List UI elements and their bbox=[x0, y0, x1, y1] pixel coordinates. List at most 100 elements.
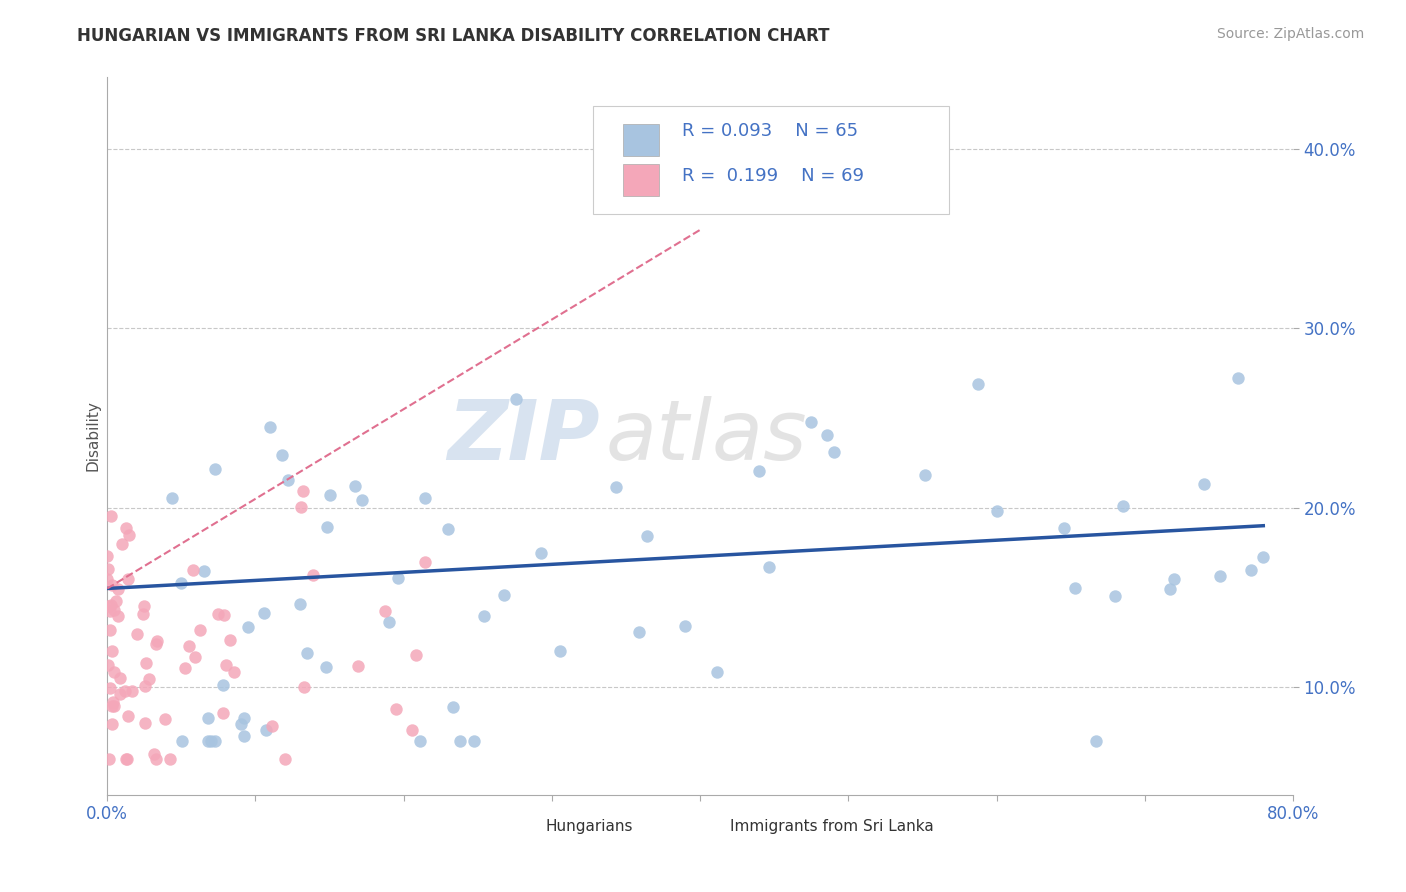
Point bbox=[823, 445, 845, 459]
Point bbox=[815, 428, 838, 442]
Point bbox=[115, 752, 138, 766]
Point bbox=[758, 560, 780, 574]
Point bbox=[295, 646, 318, 660]
Point bbox=[131, 607, 153, 621]
Point bbox=[115, 752, 138, 766]
Point bbox=[291, 483, 314, 498]
Point bbox=[463, 734, 485, 748]
Point bbox=[97, 562, 120, 576]
Point bbox=[800, 415, 823, 429]
Point bbox=[98, 604, 121, 618]
FancyBboxPatch shape bbox=[623, 124, 658, 156]
Point bbox=[315, 519, 337, 533]
Text: Source: ZipAtlas.com: Source: ZipAtlas.com bbox=[1216, 27, 1364, 41]
Point bbox=[101, 578, 124, 592]
Point bbox=[319, 488, 342, 502]
Point bbox=[214, 607, 236, 622]
Point bbox=[748, 464, 770, 478]
Point bbox=[222, 665, 245, 680]
Point bbox=[193, 564, 215, 578]
Point bbox=[1240, 563, 1263, 577]
Point bbox=[135, 656, 157, 670]
FancyBboxPatch shape bbox=[510, 818, 537, 834]
Point bbox=[277, 473, 299, 487]
Point bbox=[1112, 500, 1135, 514]
Point bbox=[200, 734, 222, 748]
Text: R =  0.199    N = 69: R = 0.199 N = 69 bbox=[682, 167, 865, 186]
Point bbox=[344, 479, 367, 493]
Point bbox=[1163, 572, 1185, 586]
Point bbox=[1053, 521, 1076, 535]
Point bbox=[233, 711, 256, 725]
Point bbox=[197, 711, 219, 725]
Point bbox=[605, 480, 627, 494]
Point bbox=[288, 597, 311, 611]
Point bbox=[114, 684, 136, 698]
Point bbox=[675, 618, 697, 632]
Point bbox=[108, 687, 131, 701]
Point bbox=[98, 624, 121, 638]
Point bbox=[96, 549, 118, 564]
Point bbox=[134, 599, 156, 613]
Point bbox=[387, 571, 409, 585]
Point bbox=[413, 555, 436, 569]
Point bbox=[170, 734, 193, 748]
Point bbox=[627, 625, 650, 640]
Point bbox=[315, 660, 337, 674]
Point bbox=[97, 752, 120, 766]
Point bbox=[260, 719, 283, 733]
Point bbox=[145, 752, 167, 766]
Point bbox=[1085, 734, 1108, 748]
Point bbox=[190, 623, 212, 637]
Point bbox=[270, 448, 292, 462]
Point bbox=[233, 729, 256, 743]
Point bbox=[347, 659, 370, 673]
FancyBboxPatch shape bbox=[623, 163, 658, 195]
Point bbox=[384, 702, 406, 716]
Point bbox=[134, 716, 156, 731]
Point bbox=[301, 567, 323, 582]
Point bbox=[212, 706, 235, 720]
Point bbox=[117, 572, 139, 586]
Point bbox=[1192, 476, 1215, 491]
Point bbox=[184, 649, 207, 664]
Point bbox=[1227, 371, 1250, 385]
Point bbox=[668, 145, 690, 160]
Point bbox=[115, 521, 138, 535]
Point bbox=[98, 681, 121, 695]
Point bbox=[1104, 589, 1126, 603]
Text: atlas: atlas bbox=[605, 395, 807, 476]
Y-axis label: Disability: Disability bbox=[86, 401, 100, 472]
Point bbox=[259, 420, 281, 434]
Point bbox=[97, 599, 120, 613]
Point bbox=[101, 644, 124, 658]
Point bbox=[229, 717, 252, 731]
Point bbox=[204, 734, 226, 748]
Point bbox=[290, 500, 312, 514]
Point bbox=[101, 695, 124, 709]
Point bbox=[97, 658, 120, 673]
Point bbox=[197, 734, 219, 748]
Point bbox=[1253, 550, 1275, 565]
Point bbox=[108, 671, 131, 685]
Point bbox=[436, 522, 458, 536]
Point bbox=[706, 665, 728, 680]
Point bbox=[160, 491, 183, 505]
Point bbox=[1208, 569, 1230, 583]
Point bbox=[292, 680, 315, 694]
Text: R = 0.093    N = 65: R = 0.093 N = 65 bbox=[682, 122, 859, 140]
Point bbox=[145, 633, 167, 648]
Point bbox=[173, 660, 195, 674]
Point bbox=[215, 657, 238, 672]
Text: ZIP: ZIP bbox=[447, 395, 599, 476]
Point bbox=[118, 528, 141, 542]
Point bbox=[350, 493, 373, 508]
Point bbox=[204, 462, 226, 476]
Point bbox=[111, 537, 134, 551]
Point bbox=[103, 665, 125, 680]
Point bbox=[219, 632, 242, 647]
Point bbox=[236, 620, 259, 634]
Point bbox=[1064, 581, 1087, 595]
Point bbox=[377, 615, 399, 629]
Text: Hungarians: Hungarians bbox=[546, 819, 634, 834]
